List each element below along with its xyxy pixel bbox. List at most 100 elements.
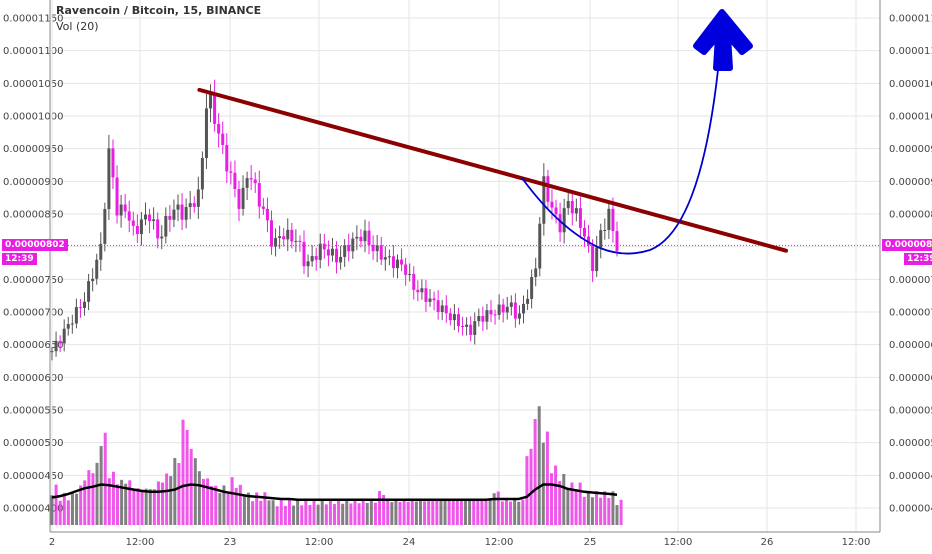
volume-bar	[66, 500, 70, 525]
candle-body	[286, 229, 290, 240]
candle-body	[591, 245, 595, 272]
candle-body	[176, 204, 180, 210]
candle-body	[473, 321, 477, 335]
candle-body	[526, 298, 530, 304]
volume-bar	[124, 483, 128, 525]
candle-body	[363, 230, 367, 242]
candle-body	[542, 176, 546, 224]
volume-bar	[279, 500, 283, 525]
candle-body	[367, 230, 371, 246]
candle-body	[359, 236, 363, 242]
volume-bar	[62, 492, 66, 525]
price-tag-left: 0.00000802	[2, 239, 68, 251]
volume-bar	[558, 481, 562, 525]
volume-bar	[189, 448, 193, 525]
volume-bar	[218, 493, 222, 525]
candle-body	[83, 301, 87, 308]
arrow-up-icon	[693, 9, 753, 71]
y-tick-label-left: 0.00000500	[3, 438, 63, 449]
candle-body	[436, 300, 440, 312]
y-tick-label-right: 0.00000950	[889, 144, 932, 155]
y-tick-label-right: 0.00000450	[889, 471, 932, 482]
y-tick-label-left: 0.00000700	[3, 308, 63, 319]
candle-body	[180, 204, 184, 220]
volume-bar	[120, 479, 124, 525]
candle-body	[241, 187, 245, 209]
volume-bar	[418, 499, 422, 525]
volume-bar	[357, 503, 361, 525]
volume-bar	[271, 500, 275, 525]
volume-bar	[341, 503, 345, 525]
candle-body	[74, 307, 78, 324]
volume-bar	[193, 458, 197, 525]
volume-bar	[95, 462, 99, 525]
candle-body	[566, 201, 570, 209]
candle-body	[119, 204, 123, 216]
candle-body	[123, 204, 127, 212]
volume-bar	[435, 500, 439, 525]
volume-bar	[607, 498, 611, 525]
volume-bar	[578, 482, 582, 525]
candle-body	[558, 214, 562, 233]
y-tick-label-right: 0.00000600	[889, 373, 932, 384]
candle-body	[127, 211, 131, 221]
volume-bar	[50, 495, 54, 525]
candle-body	[66, 324, 70, 329]
volume-bar	[283, 505, 287, 525]
volume-bar	[300, 505, 304, 525]
volume-bar	[312, 499, 316, 525]
volume-bar	[533, 419, 537, 525]
candle-body	[595, 247, 599, 272]
candle-body	[481, 316, 485, 322]
candle-body	[107, 148, 111, 210]
candle-body	[562, 208, 566, 233]
volume-bar	[386, 499, 390, 525]
volume-label: Vol (20)	[56, 20, 99, 33]
candle-body	[497, 304, 501, 315]
candle-body	[582, 227, 586, 237]
candle-body	[269, 220, 273, 247]
volume-bar	[472, 500, 476, 525]
candle-body	[310, 256, 314, 262]
volume-bar	[320, 499, 324, 525]
candle-body	[156, 219, 160, 239]
candle-body	[168, 215, 172, 220]
x-tick-label: 23	[224, 537, 237, 548]
volume-bar	[87, 470, 91, 525]
volume-bar	[373, 502, 377, 525]
candle-body	[379, 245, 383, 260]
volume-bar	[488, 500, 492, 525]
candle-body	[103, 209, 107, 244]
volume-bar	[365, 502, 369, 525]
candle-body	[578, 208, 582, 228]
volume-bar	[378, 491, 382, 525]
candle-body	[574, 208, 578, 214]
x-tick-label: 12:00	[126, 537, 155, 548]
volume-bar	[132, 490, 136, 525]
volume-bar	[390, 502, 394, 525]
candle-body	[404, 264, 408, 275]
candle-body	[570, 201, 574, 214]
volume-bar	[549, 473, 553, 525]
volume-bar	[349, 503, 353, 525]
volume-bar	[144, 488, 148, 525]
y-tick-label-right: 0.00000850	[889, 210, 932, 221]
y-tick-label-left: 0.00001000	[3, 112, 63, 123]
projection-curve	[521, 69, 719, 255]
volume-bar	[247, 492, 251, 525]
volume-bar	[410, 499, 414, 525]
candle-body	[400, 259, 404, 265]
chart-title: Ravencoin / Bitcoin, 15, BINANCE	[56, 4, 262, 17]
candle-body	[111, 148, 115, 178]
y-tick-label-right: 0.00001050	[889, 79, 932, 90]
candle-body	[509, 302, 513, 307]
y-tick-label-left: 0.00001050	[3, 79, 63, 90]
y-tick-label-right: 0.00000550	[889, 406, 932, 417]
volume-bar	[431, 501, 435, 525]
volume-bar	[206, 478, 210, 525]
volume-bar	[83, 480, 87, 525]
volume-bar	[521, 499, 525, 525]
candle-body	[221, 133, 225, 145]
